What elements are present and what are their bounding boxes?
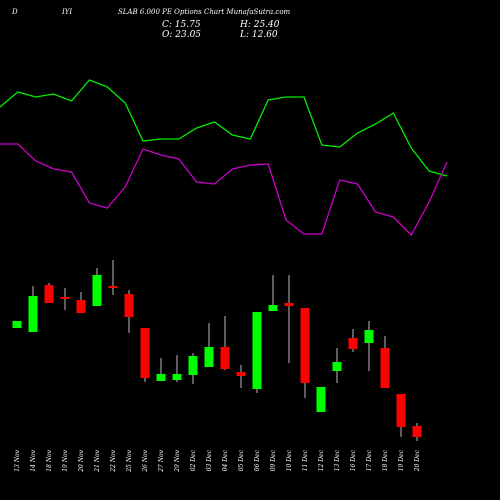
annotation: L: 12.60 [239,30,278,40]
x-tick-label: 10 Dec [286,449,293,471]
indicator-line [0,79,448,177]
annotation: C: 15.75 [162,20,201,30]
indicator-line [0,143,448,237]
x-tick-label: 26 Nov [142,449,149,472]
x-tick-label: 02 Dec [190,449,197,471]
x-tick-label: 06 Dec [254,449,261,471]
candle-body [364,330,374,343]
candle-body [140,328,150,378]
candle-body [348,338,358,349]
x-tick-label: 22 Nov [110,449,117,472]
x-tick-label: 29 Nov [174,449,181,472]
candle-body [332,362,342,371]
candle-body [44,285,54,303]
chart-title: SLAB 6.000 PE Options Chart MunafaSutra.… [118,8,291,16]
candle-body [60,297,70,299]
annotation: D [11,8,18,16]
x-tick-label: 13 Dec [334,449,341,471]
candle-body [396,394,406,427]
annotation: IYI [61,8,72,16]
candle-body [172,374,182,380]
candle-body [108,286,118,288]
annotation: H: 25.40 [239,20,280,30]
x-tick-label: 21 Nov [94,449,101,472]
candle-body [188,356,198,375]
candle-body [284,303,294,306]
candle-body [252,312,262,389]
x-tick-label: 04 Dec [222,449,229,471]
x-tick-label: 14 Nov [30,449,37,471]
candle-body [76,300,86,313]
x-tick-label: 27 Nov [158,449,165,472]
x-tick-label: 19 Nov [62,449,69,471]
candle-body [12,321,22,328]
candle-body [92,275,102,306]
candle-body [380,348,390,388]
candle-body [412,426,422,437]
candle-body [28,296,38,332]
candle-body [236,372,246,376]
candle-body [300,308,310,383]
candle-body [204,347,214,367]
x-tick-label: 18 Nov [46,449,53,471]
x-tick-label: 13 Nov [14,449,21,471]
x-tick-label: 09 Dec [270,449,277,471]
x-tick-label: 16 Dec [350,449,357,471]
candle-body [124,294,134,317]
candle-body [220,347,230,369]
x-tick-label: 17 Dec [366,449,373,471]
candle-body [156,374,166,381]
candle-body [316,387,326,412]
candle-body [268,305,278,311]
x-tick-label: 19 Dec [398,449,405,471]
x-tick-label: 20 Nov [78,449,85,472]
x-tick-label: 11 Dec [302,449,309,471]
x-tick-label: 18 Dec [382,449,389,471]
x-tick-label: 20 Dec [414,449,421,472]
x-tick-label: 12 Dec [318,449,325,471]
x-tick-label: 03 Dec [206,449,213,471]
x-tick-label: 05 Dec [238,449,245,471]
annotation: O: 23.05 [162,30,201,40]
x-tick-label: 25 Nov [126,449,133,472]
